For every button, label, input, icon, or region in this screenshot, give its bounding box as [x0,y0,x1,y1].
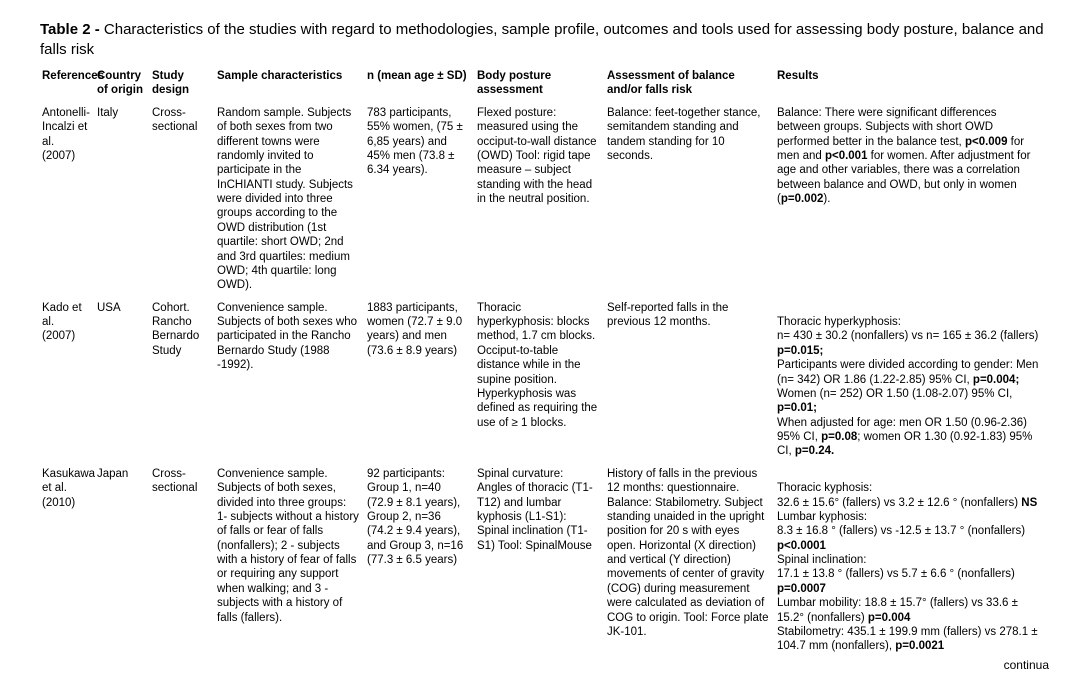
cell-results: Thoracic kyphosis: 32.6 ± 15.6° (fallers… [775,463,1049,658]
cell-assessment: Self-reported falls in the previous 12 m… [605,297,775,463]
header-sample: Sample characteristics [215,65,365,102]
cell-posture: Thoracic hyperkyphosis: blocks method, 1… [475,297,605,463]
cell-design: Cross-sectional [150,102,215,297]
cell-sample: Convenience sample. Subjects of both sex… [215,297,365,463]
table-row: Antonelli-Incalzi et al. (2007) Italy Cr… [40,102,1049,297]
table-row: Kasukawa et al.(2010) Japan Cross-sectio… [40,463,1049,658]
cell-n: 92 participants: Group 1, n=40 (72.9 ± 8… [365,463,475,658]
header-assessment: Assessment of balance and/or falls risk [605,65,775,102]
cell-ref: Kasukawa et al.(2010) [40,463,95,658]
cell-posture: Spinal curvature: Angles of thoracic (T1… [475,463,605,658]
title-prefix: Table 2 - [40,21,104,38]
cell-ref: Kado et al. (2007) [40,297,95,463]
cell-sample: Random sample. Subjects of both sexes fr… [215,102,365,297]
header-results: Results [775,65,1049,102]
header-country: Country of origin [95,65,150,102]
title-text: Characteristics of the studies with rega… [40,21,1044,58]
continuation-label: continua [40,658,1049,672]
cell-n: 783 participants, 55% women, (75 ± 6,85 … [365,102,475,297]
cell-ref: Antonelli-Incalzi et al. (2007) [40,102,95,297]
cell-posture: Flexed posture: measured using the occip… [475,102,605,297]
header-references: References [40,65,95,102]
cell-sample: Convenience sample. Subjects of both sex… [215,463,365,658]
cell-design: Cross-sectional [150,463,215,658]
table-row: Kado et al. (2007) USA Cohort. Rancho Be… [40,297,1049,463]
cell-country: Italy [95,102,150,297]
header-n: n (mean age ± SD) [365,65,475,102]
cell-country: Japan [95,463,150,658]
cell-assessment: Balance: feet-together stance, semitande… [605,102,775,297]
cell-country: USA [95,297,150,463]
cell-results: Thoracic hyperkyphosis: n= 430 ± 30.2 (n… [775,297,1049,463]
cell-assessment: History of falls in the previous 12 mont… [605,463,775,658]
studies-table: References Country of origin Study desig… [40,65,1049,658]
header-row: References Country of origin Study desig… [40,65,1049,102]
table-title: Table 2 - Characteristics of the studies… [40,20,1049,59]
header-posture: Body posture assessment [475,65,605,102]
cell-design: Cohort. Rancho Bernardo Study [150,297,215,463]
cell-n: 1883 participants, women (72.7 ± 9.0 yea… [365,297,475,463]
cell-results: Balance: There were significant differen… [775,102,1049,297]
header-design: Study design [150,65,215,102]
